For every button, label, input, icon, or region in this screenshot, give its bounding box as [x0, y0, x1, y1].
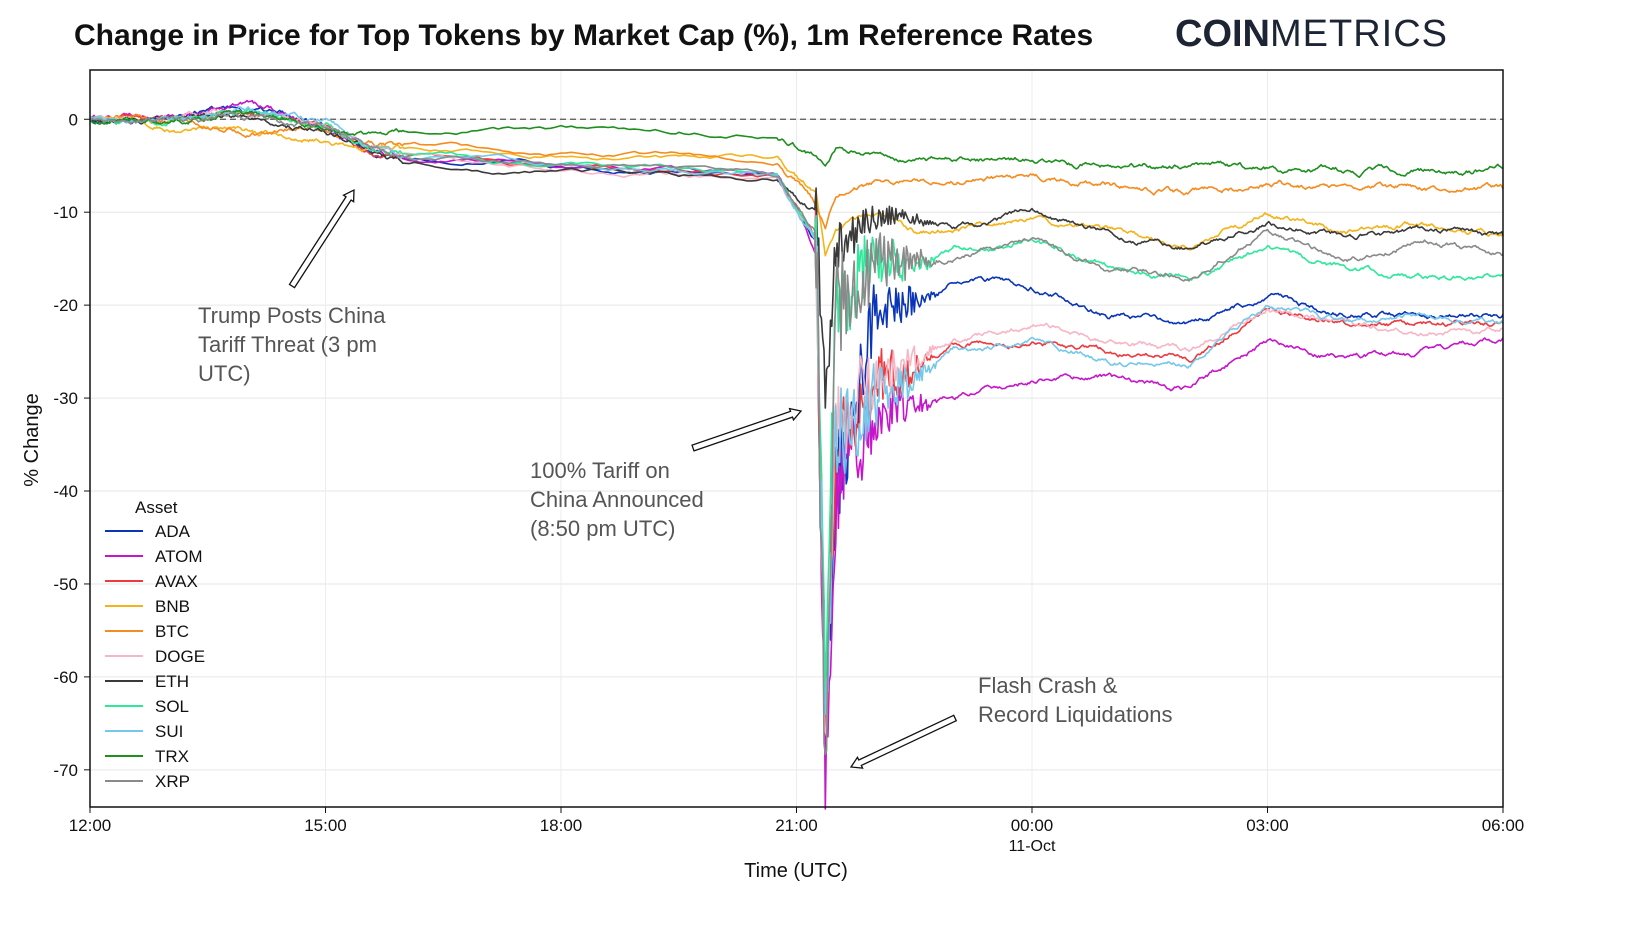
legend: Asset ADA ATOM AVAX BNB BTC DOGE ETH SOL SUI TRX XR…	[105, 498, 205, 791]
series-line-bnb	[89, 115, 1504, 257]
legend-item-avax: AVAX	[105, 572, 198, 591]
annotation-arrow	[288, 188, 355, 289]
y-tick-label: -20	[53, 296, 78, 315]
annotation-line: Trump Posts China	[198, 303, 386, 328]
legend-label: BNB	[155, 597, 190, 616]
x-tick-label: 00:00	[1011, 816, 1054, 835]
chart-title: Change in Price for Top Tokens by Market…	[74, 19, 1093, 52]
legend-label: AVAX	[155, 572, 198, 591]
x-tick-sublabel: 11-Oct	[1009, 838, 1056, 855]
y-tick-label: -40	[53, 482, 78, 501]
y-tick-label: 0	[69, 110, 78, 129]
legend-item-sui: SUI	[105, 722, 183, 741]
y-tick-label: -60	[53, 668, 78, 687]
annotation-line: Tariff Threat (3 pm	[198, 332, 377, 357]
annotation-line: (8:50 pm UTC)	[530, 516, 675, 541]
annotation-arrow	[691, 407, 803, 452]
series-line-trx	[89, 109, 1504, 179]
grid	[89, 70, 1504, 807]
legend-item-atom: ATOM	[105, 547, 203, 566]
legend-item-eth: ETH	[105, 672, 189, 691]
annotation-line: Record Liquidations	[978, 702, 1172, 727]
series-line-eth	[89, 112, 1504, 409]
x-axis-label: Time (UTC)	[744, 860, 848, 882]
annotation-line: 100% Tariff on	[530, 458, 670, 483]
legend-label: BTC	[155, 622, 189, 641]
x-tick-label: 12:00	[69, 816, 112, 835]
legend-label: DOGE	[155, 647, 205, 666]
legend-item-ada: ADA	[105, 522, 191, 541]
annotation-line: China Announced	[530, 487, 704, 512]
legend-label: SUI	[155, 722, 183, 741]
x-tick-label: 06:00	[1482, 816, 1525, 835]
series-line-xrp	[89, 111, 1504, 756]
annotations: Trump Posts China Tariff Threat (3 pm UTC)…	[198, 188, 1172, 769]
legend-item-bnb: BNB	[105, 597, 190, 616]
legend-label: TRX	[155, 747, 189, 766]
annotation-line: UTC)	[198, 361, 251, 386]
series-line-atom	[89, 99, 1504, 810]
brand-bold: COIN	[1175, 13, 1270, 55]
legend-item-trx: TRX	[105, 747, 189, 766]
series-line-ada	[89, 105, 1504, 759]
legend-label: ADA	[155, 522, 191, 541]
legend-label: XRP	[155, 772, 190, 791]
x-axis: 12:00 15:00 18:00 21:00 00:00 11-Oct 03:00 06:0…	[69, 807, 1525, 855]
legend-label: ATOM	[155, 547, 203, 566]
legend-label: SOL	[155, 697, 189, 716]
legend-item-btc: BTC	[105, 622, 189, 641]
x-tick-label: 21:00	[775, 816, 818, 835]
annotation-line: Flash Crash &	[978, 673, 1118, 698]
legend-label: ETH	[155, 672, 189, 691]
x-tick-label: 15:00	[304, 816, 347, 835]
series-line-btc	[89, 113, 1504, 230]
brand-light: METRICS	[1270, 13, 1448, 55]
y-axis-label: % Change	[21, 393, 43, 486]
annotation-arrow	[849, 714, 958, 769]
legend-title: Asset	[135, 498, 178, 517]
legend-item-sol: SOL	[105, 697, 189, 716]
series-lines	[89, 99, 1504, 810]
legend-item-xrp: XRP	[105, 772, 190, 791]
series-line-sol	[89, 108, 1504, 715]
annotation-text: Trump Posts China Tariff Threat (3 pm UTC)	[198, 303, 386, 386]
x-tick-label: 03:00	[1246, 816, 1289, 835]
y-tick-label: -10	[53, 203, 78, 222]
y-tick-label: -30	[53, 389, 78, 408]
x-tick-label: 18:00	[540, 816, 583, 835]
brand-logo: COINMETRICS	[1175, 13, 1448, 55]
annotation-text: 100% Tariff on China Announced (8:50 pm UT…	[530, 458, 704, 541]
annotation-text: Flash Crash & Record Liquidations	[978, 673, 1172, 727]
series-line-sui	[89, 106, 1504, 716]
y-tick-label: -50	[53, 575, 78, 594]
y-tick-label: -70	[53, 761, 78, 780]
legend-item-doge: DOGE	[105, 647, 205, 666]
y-axis: 0 -10 -20 -30 -40 -50 -60 -70	[53, 110, 90, 780]
